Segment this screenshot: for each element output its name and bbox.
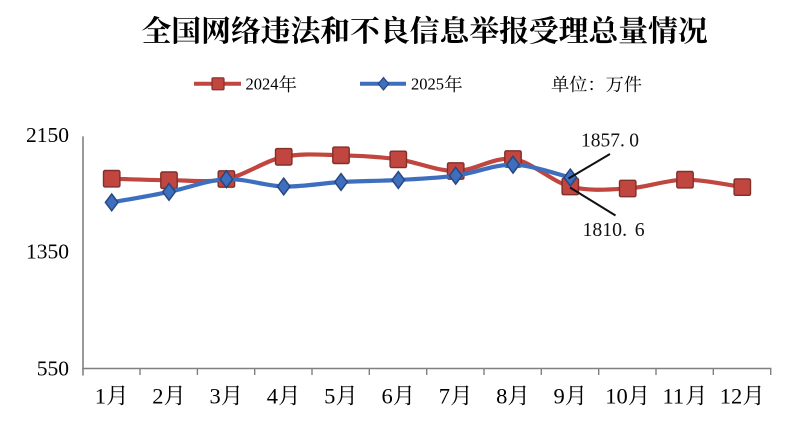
svg-text:5: 5 [324, 384, 335, 409]
svg-text:4: 4 [267, 384, 278, 409]
svg-text:1: 1 [95, 384, 106, 409]
svg-text:2: 2 [152, 384, 163, 409]
svg-text:550: 550 [37, 357, 69, 381]
svg-text:9: 9 [554, 384, 565, 409]
svg-text:6: 6 [382, 384, 393, 409]
svg-text:6: 6 [635, 219, 645, 241]
svg-text:3: 3 [210, 384, 221, 409]
svg-text:2150: 2150 [26, 123, 69, 147]
svg-text:2025: 2025 [411, 75, 444, 94]
svg-text:1810.: 1810. [583, 219, 628, 241]
svg-text:11: 11 [663, 384, 685, 409]
svg-text:12: 12 [720, 384, 743, 409]
svg-text:0: 0 [629, 130, 639, 151]
svg-text:1857.: 1857. [581, 130, 625, 151]
svg-text:10: 10 [605, 384, 628, 409]
svg-text:7: 7 [439, 384, 450, 409]
svg-text:8: 8 [496, 384, 507, 409]
svg-text:2024: 2024 [246, 75, 279, 94]
svg-text:1350: 1350 [26, 240, 69, 264]
